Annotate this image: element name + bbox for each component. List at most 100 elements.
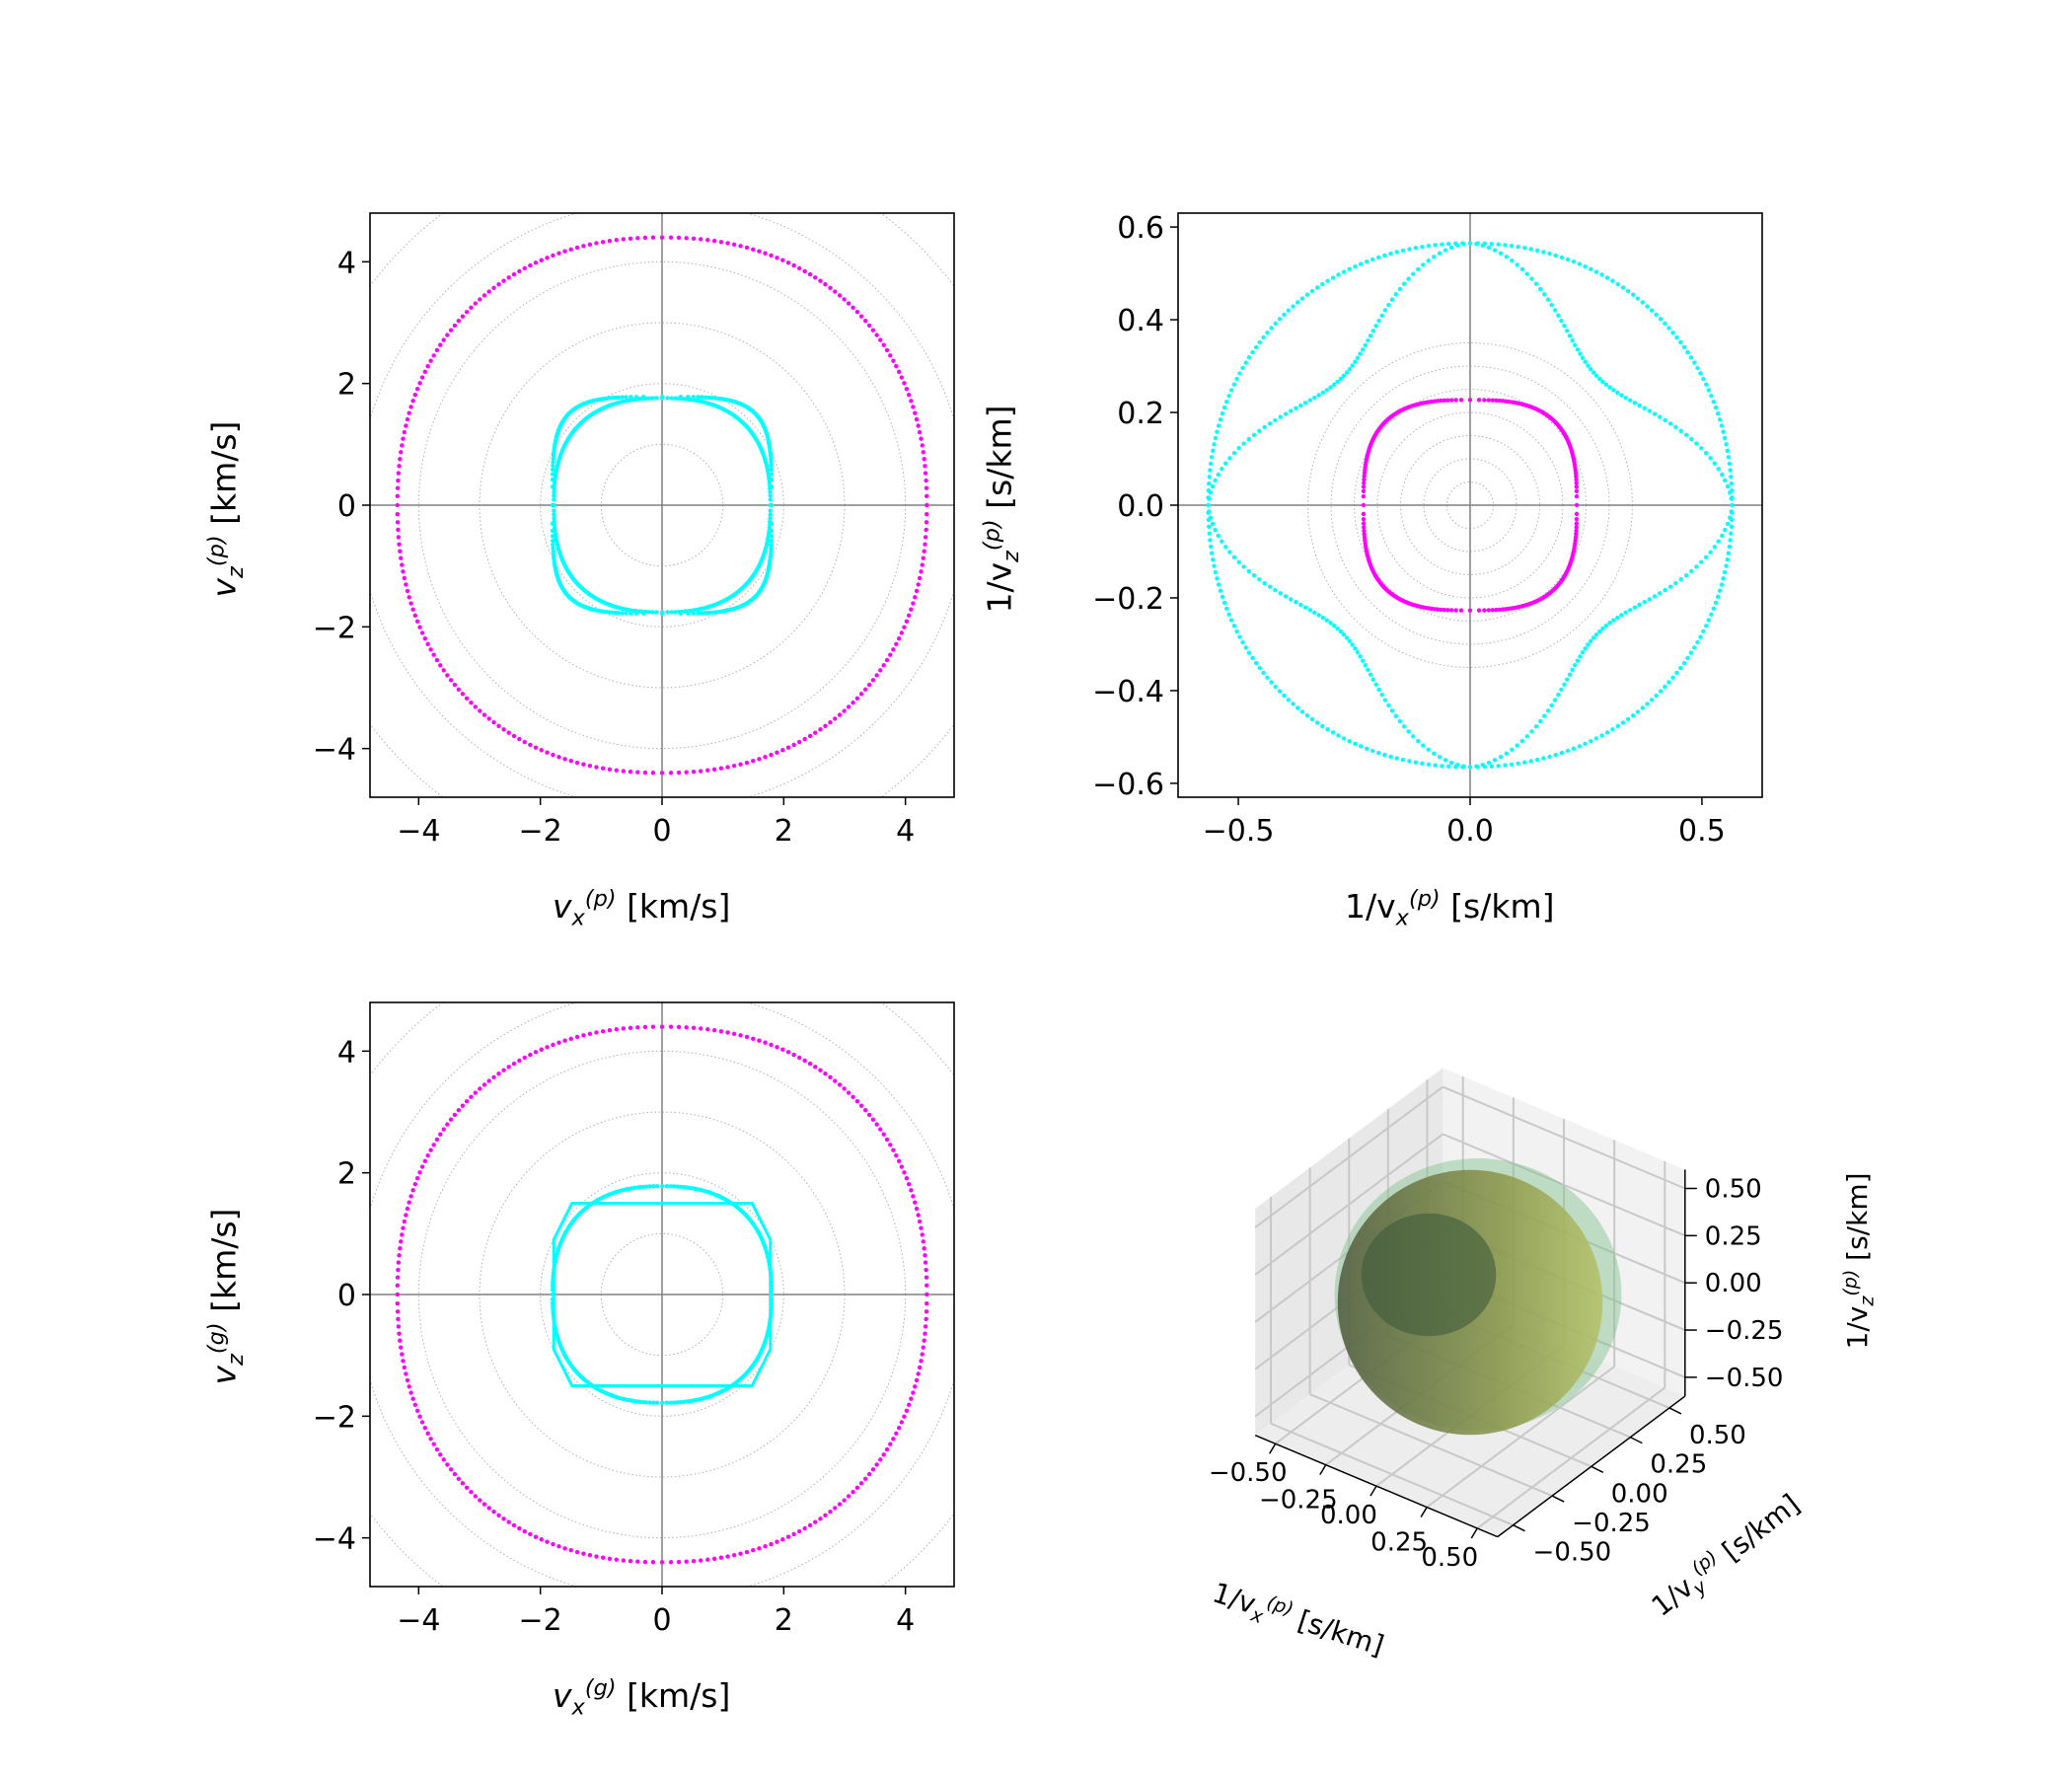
data-point <box>1625 716 1631 722</box>
data-point <box>1426 747 1431 752</box>
data-point <box>1685 349 1690 355</box>
data-point <box>398 457 403 462</box>
data-point <box>417 625 422 629</box>
data-point <box>1452 241 1458 247</box>
data-point <box>854 1098 860 1104</box>
data-point <box>397 542 402 547</box>
data-point <box>1213 569 1219 575</box>
data-point <box>1341 373 1347 379</box>
data-point <box>587 242 593 248</box>
data-point <box>395 1300 401 1306</box>
grid3d-line <box>1309 1393 1553 1497</box>
data-point <box>1528 759 1533 764</box>
data-point <box>913 1384 918 1389</box>
data-point <box>410 399 415 404</box>
data-point <box>1220 410 1225 416</box>
data-point <box>562 1038 567 1043</box>
data-point <box>894 363 899 369</box>
y-tick-3d <box>1591 1465 1604 1473</box>
data-point <box>456 1108 462 1113</box>
data-point <box>628 1558 633 1564</box>
data-point <box>1224 606 1229 612</box>
data-point <box>556 1040 561 1045</box>
data-point <box>441 1457 446 1462</box>
data-point <box>562 757 567 762</box>
data-point <box>646 610 651 615</box>
data-point <box>1658 689 1664 694</box>
data-point <box>1583 359 1588 364</box>
data-point <box>402 1219 407 1224</box>
data-point <box>911 1194 916 1199</box>
data-point <box>1699 559 1704 564</box>
data-point <box>668 1184 674 1189</box>
data-point <box>1578 654 1583 659</box>
data-point <box>917 1365 923 1370</box>
data-point <box>797 1055 802 1061</box>
data-point <box>1694 441 1699 446</box>
data-point <box>1267 584 1273 589</box>
data-point <box>1226 612 1231 617</box>
data-point <box>698 1558 703 1563</box>
data-point <box>818 278 823 283</box>
data-point <box>1291 304 1295 309</box>
data-point <box>478 297 482 302</box>
data-point <box>924 1267 928 1273</box>
data-point <box>1607 385 1612 390</box>
data-point <box>616 395 622 400</box>
data-point <box>600 1555 606 1560</box>
data-point <box>1223 545 1228 550</box>
data-point <box>405 1206 410 1212</box>
data-point <box>1445 608 1450 613</box>
data-point <box>1366 667 1370 673</box>
x-axis-label-group-velocity: vx(g) [km/s] <box>553 1675 731 1721</box>
data-point <box>496 282 501 287</box>
data-point <box>478 1498 482 1503</box>
grid3d-line <box>1442 1085 1686 1190</box>
data-point <box>1231 450 1237 456</box>
data-point <box>517 1058 522 1064</box>
data-point <box>718 766 724 771</box>
data-point <box>1432 751 1437 756</box>
data-point <box>1330 275 1336 280</box>
data-point <box>1250 655 1255 661</box>
data-point <box>874 1462 879 1467</box>
data-point <box>818 1068 823 1073</box>
data-point <box>769 546 774 551</box>
data-point <box>1443 248 1448 253</box>
data-point <box>1509 243 1515 249</box>
data-point <box>675 1400 681 1405</box>
data-point <box>854 1485 860 1491</box>
data-point <box>1213 435 1219 441</box>
data-point <box>1537 718 1543 724</box>
data-point <box>614 1027 619 1032</box>
data-point <box>452 1112 458 1118</box>
data-point <box>434 657 440 663</box>
data-point <box>1347 739 1352 744</box>
data-point <box>1496 242 1501 247</box>
data-point <box>711 238 717 244</box>
data-point <box>1603 623 1609 629</box>
data-point <box>1728 468 1733 473</box>
data-point <box>921 450 925 455</box>
data-point <box>621 237 627 242</box>
data-point <box>1559 750 1565 756</box>
data-point <box>1328 621 1333 626</box>
data-point <box>640 1399 646 1405</box>
data-point <box>1314 720 1320 725</box>
data-point <box>691 769 697 775</box>
data-point <box>878 1127 883 1132</box>
data-point <box>1515 262 1519 267</box>
data-point <box>1596 376 1602 382</box>
x-tick-label: −2 <box>519 814 562 849</box>
x-tick-label: 0.0 <box>1446 814 1494 849</box>
data-point <box>1611 618 1616 623</box>
series-2 <box>552 396 773 615</box>
data-point <box>428 647 433 652</box>
x-tick-label: 4 <box>896 814 915 849</box>
data-point <box>407 1384 411 1389</box>
data-point <box>614 238 619 243</box>
data-point <box>659 1024 665 1029</box>
data-point <box>1368 333 1373 338</box>
data-point <box>1562 682 1567 687</box>
data-point <box>906 613 912 619</box>
